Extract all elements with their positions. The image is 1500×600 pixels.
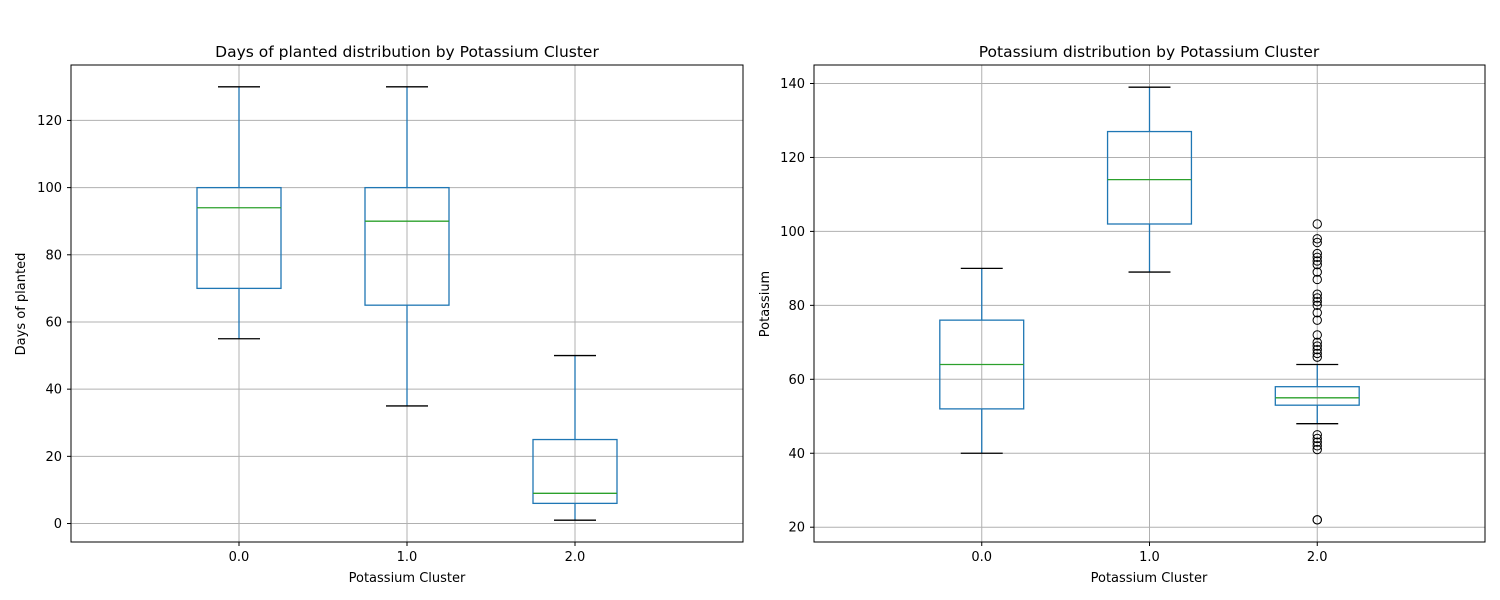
outlier-point [1312, 437, 1322, 447]
box-1.0 [364, 86, 450, 407]
outlier-point [1312, 274, 1322, 285]
days-planted-panel: Days of planted distribution by Potassiu… [14, 43, 744, 586]
x-axis-label: Potassium Cluster [1091, 571, 1208, 586]
x-tick-label: 0.0 [229, 550, 250, 565]
outlier-point [1312, 234, 1322, 244]
outlier-point [1312, 248, 1322, 259]
outlier-point [1312, 345, 1322, 355]
outlier-point [1312, 293, 1322, 303]
outlier-point [1312, 308, 1322, 318]
y-tick-label: 100 [37, 181, 62, 196]
y-tick-label: 40 [788, 447, 805, 462]
outlier-point [1312, 444, 1322, 455]
x-tick-label: 1.0 [397, 550, 418, 565]
y-tick-label: 120 [780, 151, 805, 166]
box-0.0 [939, 267, 1025, 454]
x-tick-label: 2.0 [1307, 550, 1328, 565]
outlier-point [1312, 289, 1322, 299]
plot-frame [813, 64, 1486, 543]
outlier-point [1312, 352, 1322, 362]
iqr-box [1106, 130, 1193, 225]
outlier-point [1312, 237, 1322, 248]
y-axis-label: Days of planted [14, 253, 29, 356]
x-tick-label: 2.0 [565, 550, 586, 565]
y-tick-label: 140 [780, 77, 805, 92]
box-0.0 [196, 86, 282, 340]
iqr-box [1274, 386, 1360, 406]
outlier-point [1312, 259, 1322, 270]
y-tick-label: 60 [788, 373, 805, 388]
outlier-point [1312, 341, 1322, 351]
outlier-point [1312, 441, 1322, 451]
outlier-point [1312, 430, 1322, 440]
x-axis-label: Potassium Cluster [349, 571, 466, 586]
iqr-box [196, 186, 282, 290]
x-tick-label: 0.0 [971, 550, 992, 565]
outlier-point [1312, 330, 1322, 340]
outlier-point [1312, 315, 1322, 325]
y-tick-label: 20 [788, 521, 805, 536]
outlier-point [1312, 296, 1322, 307]
y-tick-label: 100 [780, 225, 805, 240]
y-tick-label: 120 [37, 114, 62, 129]
box-1.0 [1106, 86, 1193, 273]
y-tick-label: 40 [45, 383, 62, 398]
box-2.0 [532, 354, 618, 521]
potassium-panel: Potassium distribution by Potassium Clus… [758, 43, 1486, 586]
iqr-box [532, 438, 618, 505]
chart-title: Potassium distribution by Potassium Clus… [979, 43, 1320, 61]
outlier-point [1312, 252, 1322, 262]
outlier-point [1312, 515, 1322, 525]
y-tick-label: 0 [54, 517, 62, 532]
y-tick-label: 80 [45, 248, 62, 263]
outlier-point [1312, 300, 1322, 311]
y-tick-label: 60 [45, 315, 62, 330]
outlier-point [1312, 433, 1322, 444]
iqr-box [364, 186, 450, 306]
box-2.0 [1274, 219, 1360, 525]
y-tick-label: 80 [788, 299, 805, 314]
outlier-point [1312, 256, 1322, 266]
outlier-point [1312, 348, 1322, 359]
y-axis-label: Potassium [758, 271, 773, 337]
plot-frame [70, 64, 744, 543]
y-tick-label: 20 [45, 450, 62, 465]
outlier-point [1312, 267, 1322, 277]
outlier-point [1312, 219, 1322, 229]
chart-title: Days of planted distribution by Potassiu… [215, 43, 599, 61]
outlier-point [1312, 337, 1322, 348]
x-tick-label: 1.0 [1139, 550, 1160, 565]
